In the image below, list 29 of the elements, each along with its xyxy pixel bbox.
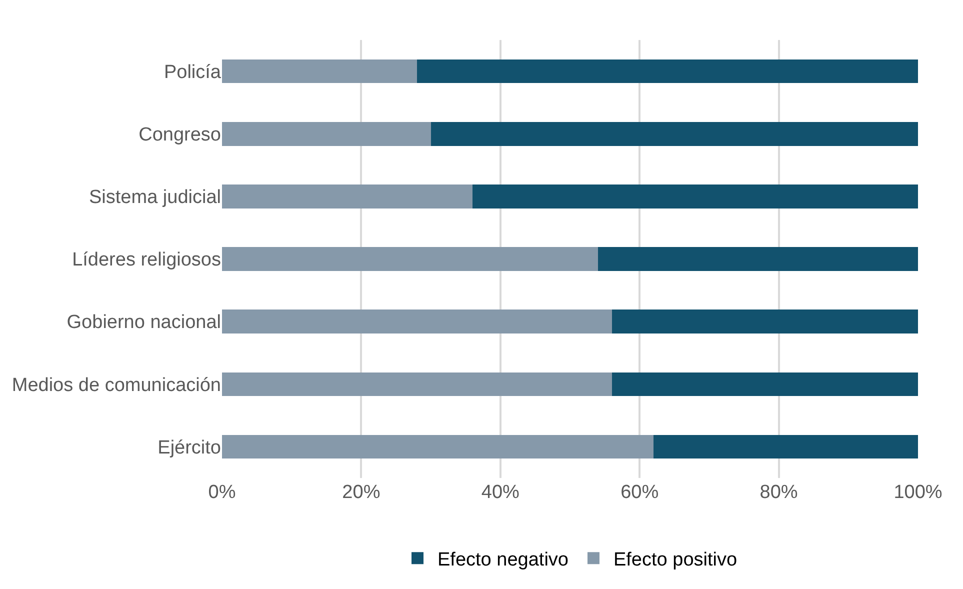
y-tick-label: Líderes religiosos <box>72 250 221 271</box>
legend-label: Efecto negativo <box>438 550 568 571</box>
bar <box>222 247 598 271</box>
bar <box>654 434 918 459</box>
bar <box>222 310 612 334</box>
bar <box>222 434 654 459</box>
bar <box>416 59 918 84</box>
bar <box>472 184 918 208</box>
bar <box>598 247 918 271</box>
x-tick-label: 0% <box>208 482 236 503</box>
bar <box>430 122 918 146</box>
x-tick-label: 80% <box>760 482 798 503</box>
x-tick-label: 60% <box>620 482 659 503</box>
bar <box>612 310 918 334</box>
x-tick-label: 40% <box>481 482 520 503</box>
y-tick-label: Gobierno nacional <box>66 312 221 334</box>
legend-label: Efecto positivo <box>613 550 738 571</box>
bar <box>612 372 918 396</box>
bar <box>222 59 417 84</box>
y-tick-label: Medios de comunicación <box>12 374 221 396</box>
bar <box>222 122 431 146</box>
y-tick-label: Policía <box>164 62 222 83</box>
y-tick-label: Congreso <box>138 124 221 146</box>
y-tick-label: Ejército <box>158 437 221 458</box>
bar <box>222 372 612 396</box>
bar <box>222 184 473 208</box>
x-tick-label: 20% <box>342 482 380 503</box>
x-tick-label: 100% <box>894 482 942 503</box>
y-tick-label: Sistema judicial <box>89 187 221 208</box>
